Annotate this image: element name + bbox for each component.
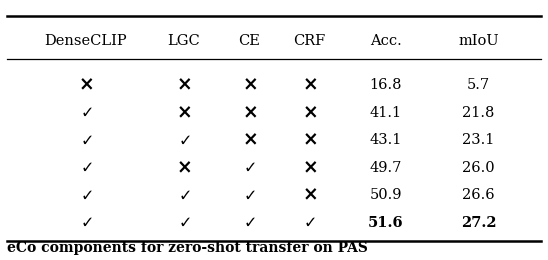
Text: $\checkmark$: $\checkmark$ <box>79 105 92 120</box>
Text: 43.1: 43.1 <box>369 133 402 147</box>
Text: $\boldsymbol{\times}$: $\boldsymbol{\times}$ <box>242 103 257 122</box>
Text: $\checkmark$: $\checkmark$ <box>243 160 256 175</box>
Text: $\checkmark$: $\checkmark$ <box>79 160 92 175</box>
Text: $\boldsymbol{\times}$: $\boldsymbol{\times}$ <box>78 75 94 94</box>
Text: $\boldsymbol{\times}$: $\boldsymbol{\times}$ <box>302 75 317 94</box>
Text: $\boldsymbol{\times}$: $\boldsymbol{\times}$ <box>242 131 257 150</box>
Text: $\checkmark$: $\checkmark$ <box>303 215 316 230</box>
Text: DenseCLIP: DenseCLIP <box>44 34 127 48</box>
Text: 5.7: 5.7 <box>467 78 490 92</box>
Text: $\checkmark$: $\checkmark$ <box>178 133 190 147</box>
Text: $\boldsymbol{\times}$: $\boldsymbol{\times}$ <box>242 75 257 94</box>
Text: eCo components for zero-shot transfer on PAS: eCo components for zero-shot transfer on… <box>7 241 368 255</box>
Text: 21.8: 21.8 <box>463 106 495 120</box>
Text: 26.6: 26.6 <box>462 188 495 202</box>
Text: $\boldsymbol{\times}$: $\boldsymbol{\times}$ <box>302 103 317 122</box>
Text: $\checkmark$: $\checkmark$ <box>178 187 190 203</box>
Text: LGC: LGC <box>168 34 201 48</box>
Text: $\checkmark$: $\checkmark$ <box>79 133 92 147</box>
Text: CRF: CRF <box>293 34 326 48</box>
Text: 27.2: 27.2 <box>461 216 496 230</box>
Text: $\boldsymbol{\times}$: $\boldsymbol{\times}$ <box>176 158 192 177</box>
Text: 41.1: 41.1 <box>370 106 402 120</box>
Text: mIoU: mIoU <box>458 34 499 48</box>
Text: $\boldsymbol{\times}$: $\boldsymbol{\times}$ <box>302 186 317 205</box>
Text: $\checkmark$: $\checkmark$ <box>79 215 92 230</box>
Text: $\checkmark$: $\checkmark$ <box>243 215 256 230</box>
Text: $\boldsymbol{\times}$: $\boldsymbol{\times}$ <box>302 131 317 150</box>
Text: 50.9: 50.9 <box>369 188 402 202</box>
Text: Acc.: Acc. <box>370 34 402 48</box>
Text: $\boldsymbol{\times}$: $\boldsymbol{\times}$ <box>176 103 192 122</box>
Text: $\boldsymbol{\times}$: $\boldsymbol{\times}$ <box>176 75 192 94</box>
Text: $\checkmark$: $\checkmark$ <box>79 187 92 203</box>
Text: 51.6: 51.6 <box>368 216 403 230</box>
Text: $\checkmark$: $\checkmark$ <box>243 187 256 203</box>
Text: 49.7: 49.7 <box>369 161 402 174</box>
Text: 26.0: 26.0 <box>462 161 495 174</box>
Text: 23.1: 23.1 <box>463 133 495 147</box>
Text: 16.8: 16.8 <box>369 78 402 92</box>
Text: CE: CE <box>238 34 260 48</box>
Text: $\boldsymbol{\times}$: $\boldsymbol{\times}$ <box>302 158 317 177</box>
Text: $\checkmark$: $\checkmark$ <box>178 215 190 230</box>
